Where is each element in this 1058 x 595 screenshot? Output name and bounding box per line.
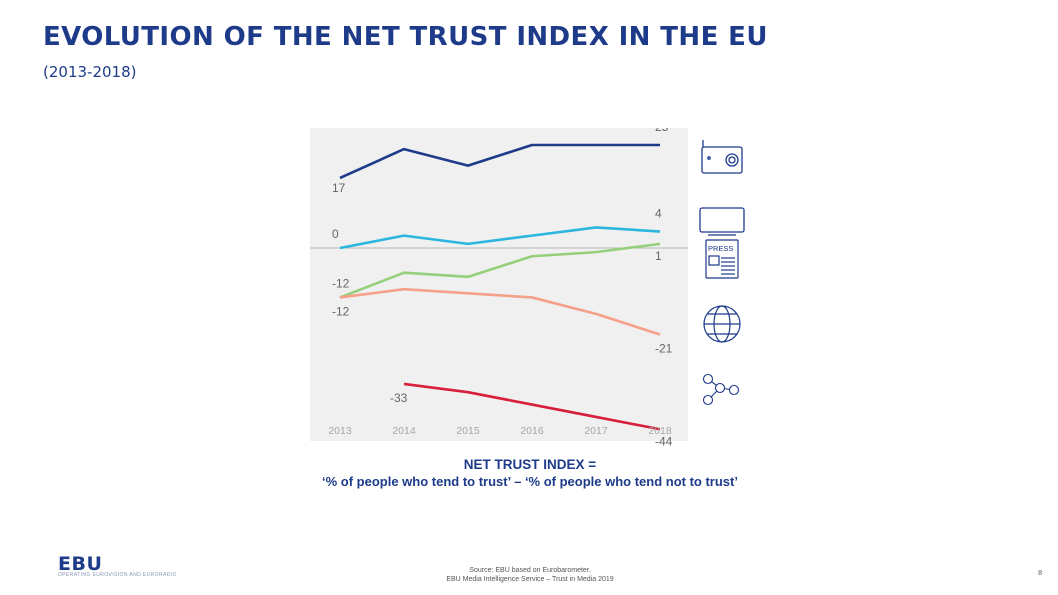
data-label: 0: [332, 227, 339, 241]
trust-index-chart: 17 25 0 4 -12 1 -12 -21 -33 -44 2013 2014 2015 2016 2…: [310, 128, 745, 448]
series-line-internet: [339, 287, 661, 336]
social-network-icon: [702, 373, 740, 406]
data-label: 17: [332, 181, 346, 195]
source-note: Source: EBU based on Eurobarometer. EBU …: [380, 566, 680, 584]
source-line-1: Source: EBU based on Eurobarometer.: [469, 567, 591, 574]
x-tick-label: 2016: [520, 425, 544, 437]
press-icon-label: PRESS: [708, 244, 733, 253]
social-network-icon-node: [702, 373, 714, 385]
data-label: -21: [655, 342, 673, 356]
press-icon: PRESS: [705, 239, 739, 279]
series-line-social-networks: [403, 382, 661, 431]
formula-heading: NET TRUST INDEX =: [463, 457, 597, 472]
x-tick-label: 2017: [584, 425, 608, 437]
series-line-tv: [339, 226, 661, 250]
social-network-icon-node: [728, 384, 740, 396]
ebu-logo-tagline: OPERATING EUROVISION AND EURORADIO: [58, 572, 177, 578]
source-line-2: EBU Media Intelligence Service – Trust i…: [446, 576, 614, 583]
data-label: 4: [655, 207, 662, 221]
radio-icon-speaker-inner: [728, 156, 736, 164]
tv-icon-screen: [699, 207, 745, 233]
data-label: 1: [655, 249, 662, 263]
tv-icon: [699, 207, 745, 236]
radio-icon: [701, 140, 743, 174]
press-icon-photo: [708, 255, 720, 266]
radio-icon-knob: [707, 156, 711, 160]
x-tick-label: 2013: [328, 425, 352, 437]
chart-background: [310, 128, 688, 441]
data-label: 25: [655, 128, 669, 134]
page-subtitle: (2013-2018): [43, 63, 137, 81]
x-tick-label: 2018: [648, 425, 672, 437]
x-tick-label: 2014: [392, 425, 416, 437]
radio-icon-body: [701, 146, 743, 174]
data-label: -12: [332, 304, 350, 318]
data-label: -12: [332, 276, 350, 290]
data-label: -44: [655, 434, 673, 448]
globe-icon: [703, 305, 741, 343]
radio-icon-speaker: [725, 153, 739, 167]
page-title: EVOLUTION OF THE NET TRUST INDEX IN THE …: [43, 22, 768, 52]
x-tick-label: 2015: [456, 425, 480, 437]
press-icon-paper: [705, 239, 739, 279]
social-network-icon-node: [714, 382, 726, 394]
social-network-icon-node: [702, 394, 714, 406]
page-number: 8: [1038, 570, 1042, 577]
series-line-radio: [339, 143, 660, 180]
formula-definition: ‘% of people who tend to trust’ – ‘% of …: [322, 474, 738, 489]
ebu-logo: EBU: [58, 553, 103, 575]
data-label: -33: [390, 391, 408, 405]
series-line-written-press: [339, 242, 661, 299]
